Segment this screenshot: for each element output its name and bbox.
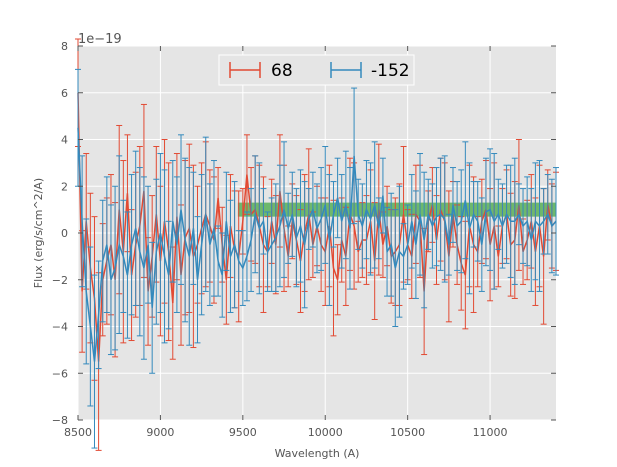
series-line	[77, 127, 557, 362]
y-tick-label: 4	[61, 134, 68, 147]
legend-marker-m152	[330, 62, 362, 78]
y-tick-label: 8	[61, 40, 68, 53]
x-tick-label: 11000	[473, 426, 508, 439]
y-offset-label: 1e−19	[78, 32, 122, 47]
y-tick-label: 2	[61, 180, 68, 193]
legend-label-68: 68	[271, 61, 293, 81]
y-tick-label: −8	[52, 414, 68, 427]
x-tick-label: 9000	[146, 426, 174, 439]
y-tick-label: 0	[61, 227, 68, 240]
legend-marker-68	[229, 62, 261, 78]
series-m152	[75, 68, 559, 449]
y-tick-label: 6	[61, 87, 68, 100]
legend-label-m152: -152	[371, 61, 410, 81]
y-tick-label: −2	[52, 274, 68, 287]
y-axis-label: Flux (erg/s/cm^2/A)	[32, 178, 45, 288]
series-layer	[75, 38, 559, 451]
legend: 68 -152	[218, 54, 415, 86]
x-tick-label: 8500	[64, 426, 92, 439]
y-tick-label: −4	[52, 321, 68, 334]
x-tick-label: 10000	[308, 426, 343, 439]
x-tick-label: 9500	[229, 426, 257, 439]
x-tick-label: 10500	[390, 426, 425, 439]
x-axis-label: Wavelength (A)	[275, 447, 360, 460]
y-tick-label: −6	[52, 367, 68, 380]
